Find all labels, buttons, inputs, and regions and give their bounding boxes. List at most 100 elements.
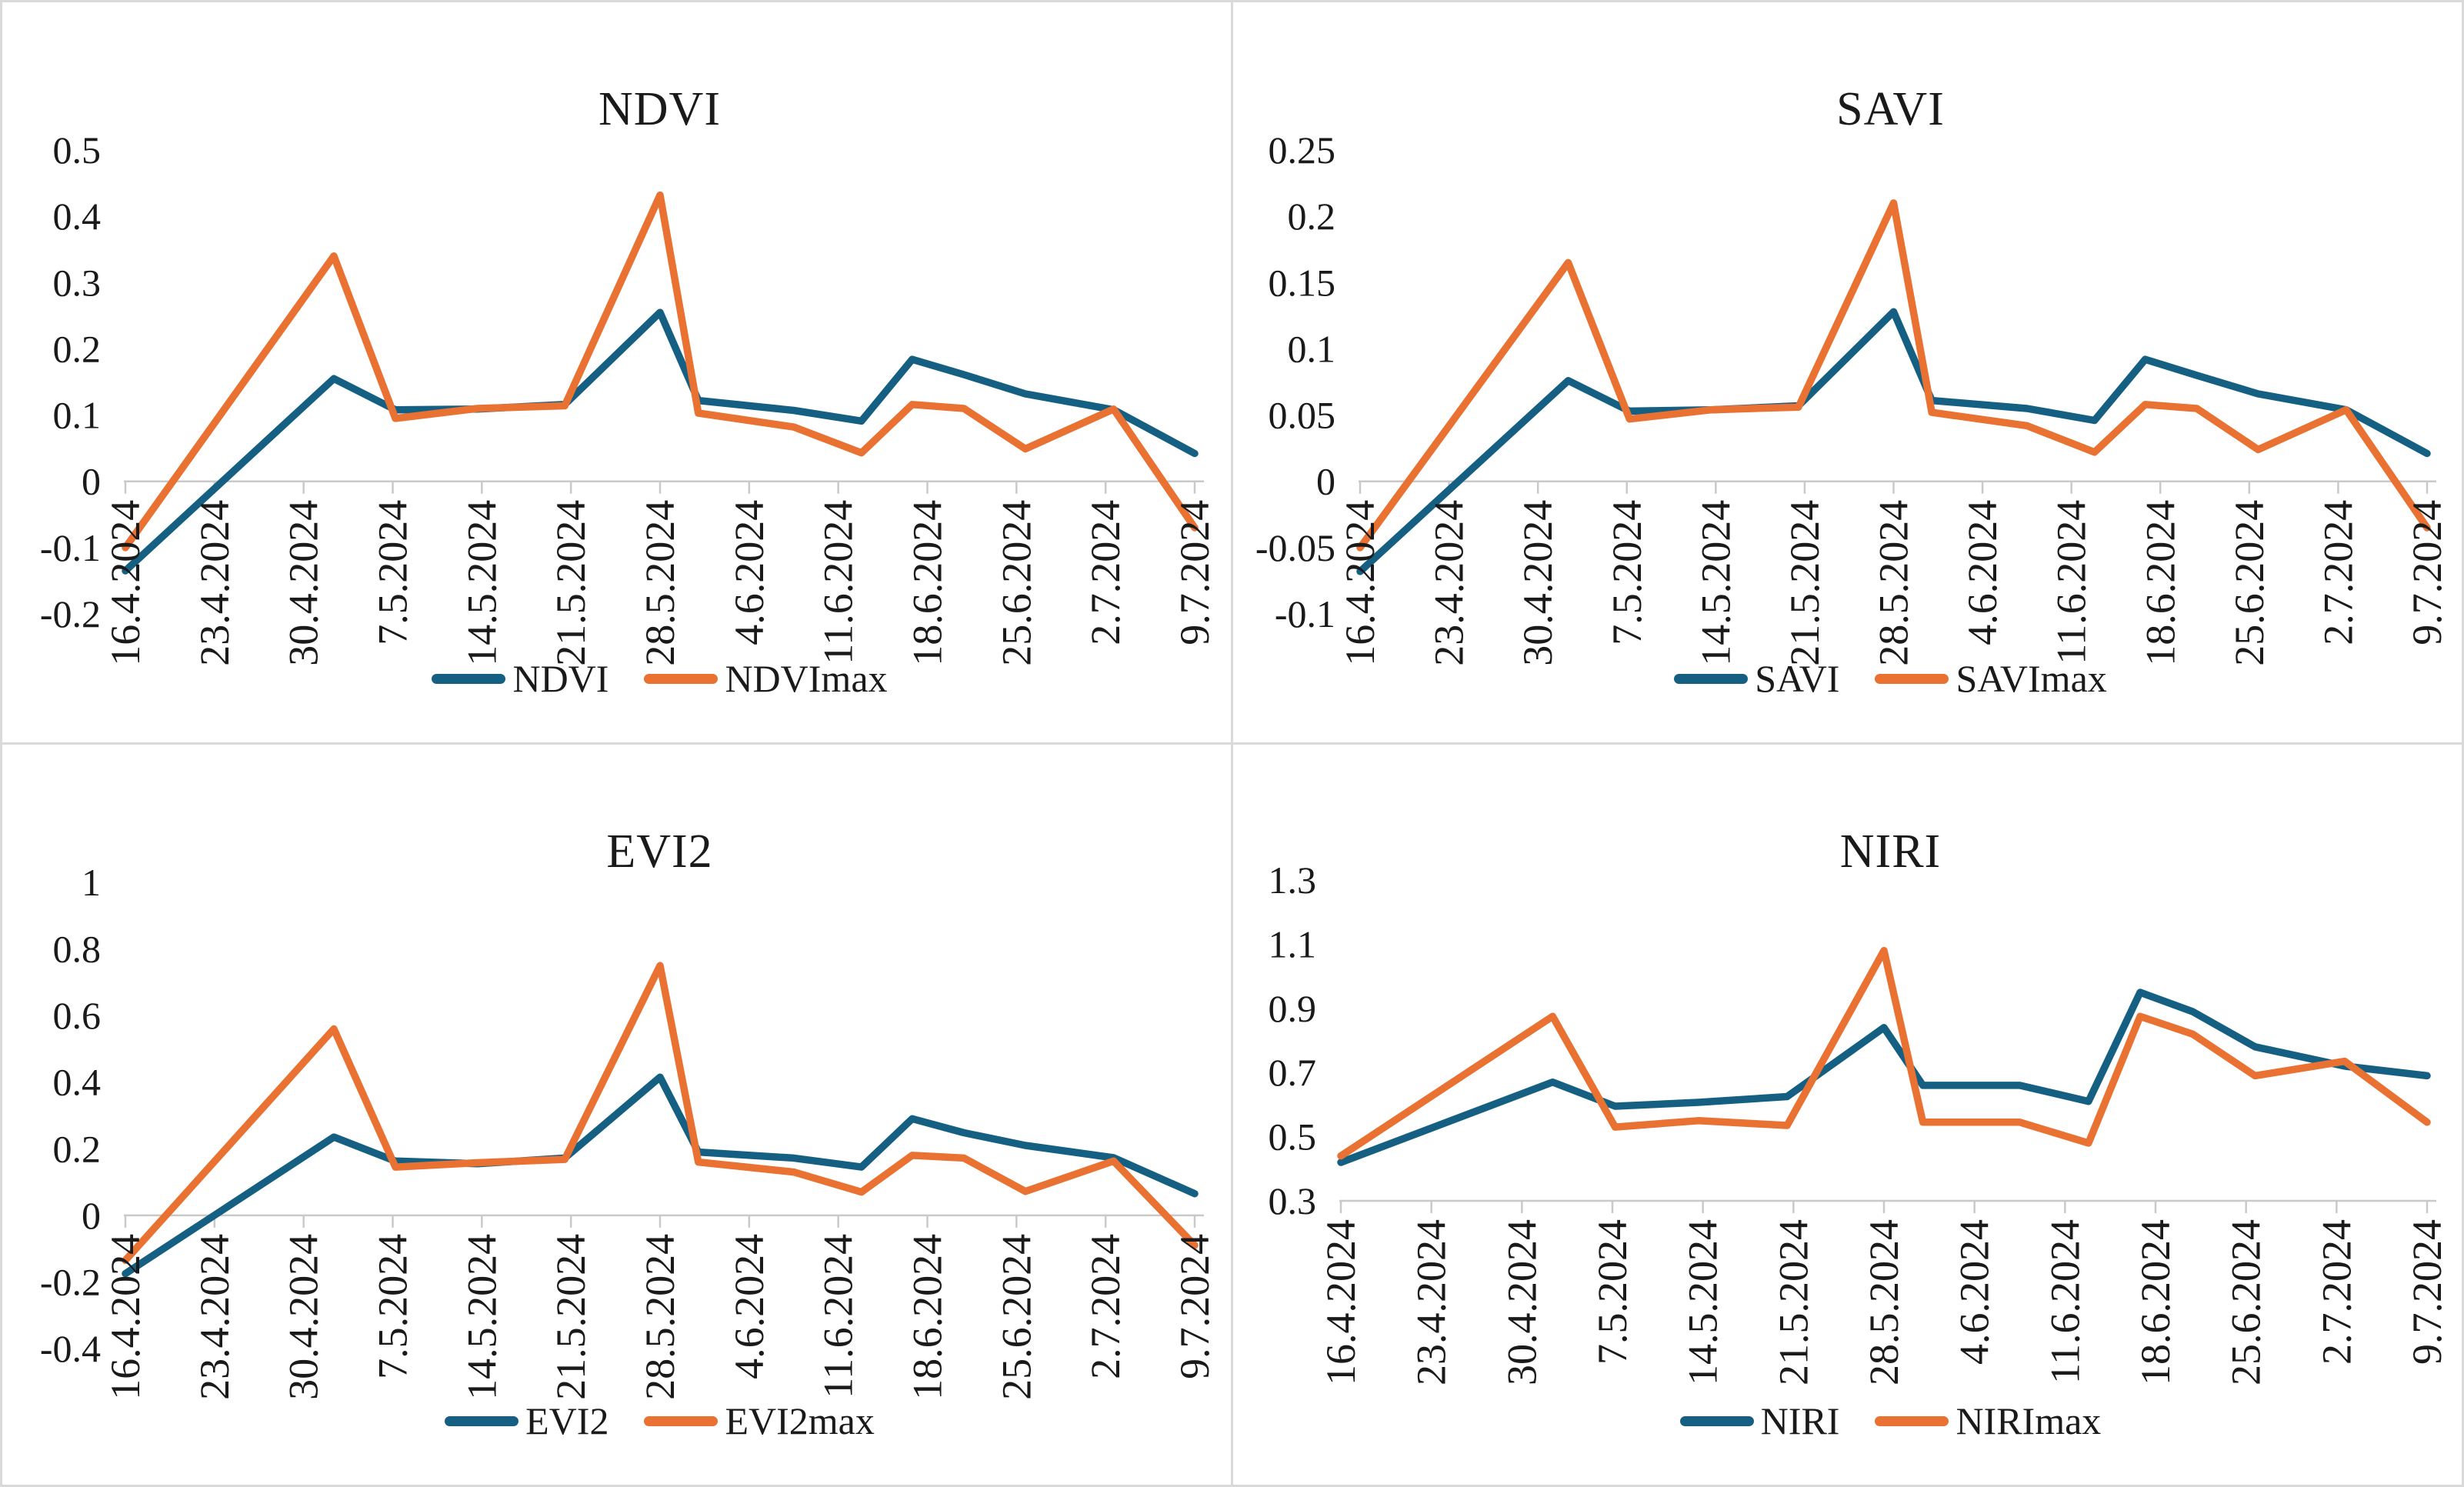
svg-text:0: 0	[82, 460, 101, 503]
svg-text:28.5.2024: 28.5.2024	[1871, 500, 1917, 666]
svg-text:0.6: 0.6	[53, 994, 102, 1037]
svg-text:18.6.2024: 18.6.2024	[2132, 1219, 2179, 1385]
svg-text:0: 0	[82, 1194, 101, 1237]
svg-text:11.6.2024: 11.6.2024	[2042, 1219, 2088, 1384]
niri-chart-canvas: 1.3 1.1 0.9 0.7 0.5 0.316.4.2024 23.4.2024 30.4…	[1269, 859, 2451, 1385]
legend-item: NIRI	[1679, 1399, 1840, 1443]
savimax-line-swatch	[1875, 673, 1949, 684]
chart-title-savi: SAVI	[1836, 83, 1945, 135]
svg-text:30.4.2024: 30.4.2024	[1499, 1219, 1545, 1385]
legend-item: EVI2max	[644, 1399, 875, 1443]
svg-text:16.4.2024: 16.4.2024	[102, 500, 148, 666]
svg-text:11.6.2024: 11.6.2024	[2049, 500, 2095, 665]
svg-text:1.1: 1.1	[1269, 922, 1317, 965]
legend-label: SAVImax	[1956, 657, 2107, 700]
svg-text:0.5: 0.5	[53, 128, 102, 172]
svg-text:-0.2: -0.2	[40, 1260, 101, 1303]
svg-text:4.6.2024: 4.6.2024	[1952, 1219, 1998, 1365]
svg-text:2.7.2024: 2.7.2024	[2313, 1219, 2359, 1365]
svg-text:21.5.2024: 21.5.2024	[548, 1234, 594, 1400]
svg-text:14.5.2024: 14.5.2024	[1692, 500, 1739, 666]
evi2-chart-canvas: 1 0.8 0.6 0.4 0.2 0 -0.2 -0.4 16.4.2024 23.4.2024…	[40, 861, 1218, 1400]
legend-item: NIRImax	[1875, 1399, 2101, 1443]
svg-text:25.6.2024: 25.6.2024	[2223, 1219, 2269, 1385]
svg-text:18.6.2024: 18.6.2024	[905, 500, 951, 666]
legend-savi: SAVI SAVImax	[1319, 656, 2462, 701]
legend-item: EVI2	[445, 1399, 608, 1443]
legend-label: NIRI	[1760, 1399, 1840, 1442]
svg-text:7.5.2024: 7.5.2024	[1589, 1219, 1635, 1365]
chart-title-niri: NIRI	[1839, 825, 1942, 878]
legend-item: SAVI	[1674, 656, 1839, 701]
svg-text:4.6.2024: 4.6.2024	[726, 500, 772, 645]
svg-text:28.5.2024: 28.5.2024	[1861, 1219, 1907, 1385]
svg-text:-0.05: -0.05	[1255, 526, 1335, 569]
svg-text:0.3: 0.3	[53, 261, 102, 304]
svg-text:0.2: 0.2	[1288, 195, 1336, 238]
svg-text:16.4.2024: 16.4.2024	[1337, 500, 1383, 666]
svg-text:23.4.2024: 23.4.2024	[192, 1234, 238, 1400]
chart-panel-niri: 1.3 1.1 0.9 0.7 0.5 0.3 16.4.2024 23.4.2024 30.4…	[1233, 745, 2462, 1485]
svg-text:0.1: 0.1	[1288, 327, 1336, 370]
svg-text:4.6.2024: 4.6.2024	[1959, 500, 2006, 645]
svg-text:14.5.2024: 14.5.2024	[458, 500, 505, 666]
svg-text:0.7: 0.7	[1269, 1051, 1317, 1094]
svg-text:2.7.2024: 2.7.2024	[2315, 500, 2361, 645]
svg-text:28.5.2024: 28.5.2024	[637, 1234, 683, 1400]
evi2-line-swatch	[445, 1415, 519, 1426]
svg-text:16.4.2024: 16.4.2024	[102, 1234, 148, 1400]
legend-evi2: EVI2 EVI2max	[88, 1399, 1231, 1443]
svg-text:0.9: 0.9	[1269, 987, 1317, 1030]
svg-text:1: 1	[82, 861, 101, 904]
svg-text:-0.1: -0.1	[40, 526, 101, 569]
svg-text:21.5.2024: 21.5.2024	[548, 500, 594, 666]
svg-text:30.4.2024: 30.4.2024	[281, 500, 327, 666]
svg-text:21.5.2024: 21.5.2024	[1770, 1219, 1816, 1385]
legend-item: NDVI	[432, 656, 608, 701]
legend-label: NDVImax	[725, 657, 888, 700]
svg-text:16.4.2024: 16.4.2024	[1318, 1219, 1364, 1385]
legend-label: SAVI	[1755, 657, 1840, 700]
svg-text:30.4.2024: 30.4.2024	[281, 1234, 327, 1400]
svg-text:18.6.2024: 18.6.2024	[2137, 500, 2183, 666]
ndvi-chart-canvas: 0.5 0.4 0.3 0.2 0.1 0 -0.1 -0.2 16.4.2024 23.4.20…	[40, 128, 1218, 666]
legend-ndvi: NDVI NDVImax	[88, 656, 1231, 701]
legend-label: EVI2	[525, 1399, 609, 1442]
svg-text:0.25: 0.25	[1269, 128, 1336, 172]
chart-panel-evi2: 1 0.8 0.6 0.4 0.2 0 -0.2 -0.4 16.4.2024 23.4.2024…	[2, 745, 1231, 1485]
svg-text:25.6.2024: 25.6.2024	[2226, 500, 2272, 666]
legend-label: EVI2max	[725, 1399, 875, 1442]
svg-text:11.6.2024: 11.6.2024	[815, 1234, 862, 1399]
svg-text:-0.4: -0.4	[40, 1327, 101, 1370]
svg-text:1.3: 1.3	[1269, 859, 1317, 902]
chart-panel-savi: 0.25 0.2 0.15 0.1 0.05 0 -0.05 -0.1 16.4.2024 23.…	[1233, 2, 2462, 742]
svg-text:0.2: 0.2	[53, 327, 102, 370]
svg-text:7.5.2024: 7.5.2024	[370, 1234, 416, 1379]
svg-text:0.4: 0.4	[53, 1061, 102, 1104]
legend-label: NIRImax	[1956, 1399, 2102, 1442]
legend-niri: NIRI NIRImax	[1319, 1399, 2462, 1443]
chart-title-evi2: EVI2	[606, 825, 713, 878]
svg-text:7.5.2024: 7.5.2024	[1604, 500, 1650, 645]
svg-text:9.7.2024: 9.7.2024	[2404, 1219, 2450, 1365]
savi-chart-canvas: 0.25 0.2 0.15 0.1 0.05 0 -0.05 -0.1 16.4.2024 23.…	[1255, 128, 2450, 666]
svg-text:23.4.2024: 23.4.2024	[1409, 1219, 1455, 1385]
legend-label: NDVI	[512, 657, 609, 700]
svg-text:2.7.2024: 2.7.2024	[1082, 1234, 1129, 1379]
savi-line-swatch	[1674, 673, 1749, 684]
ndvi-line-swatch	[432, 673, 506, 684]
svg-text:30.4.2024: 30.4.2024	[1515, 500, 1561, 666]
svg-text:0.1: 0.1	[53, 394, 102, 437]
legend-item: SAVImax	[1875, 656, 2107, 701]
ndvimax-line-swatch	[644, 673, 719, 684]
svg-text:9.7.2024: 9.7.2024	[2404, 500, 2450, 645]
svg-text:25.6.2024: 25.6.2024	[993, 500, 1039, 666]
svg-text:14.5.2024: 14.5.2024	[458, 1234, 505, 1400]
nirimax-line-swatch	[1875, 1415, 1949, 1426]
svg-text:23.4.2024: 23.4.2024	[192, 500, 238, 666]
svg-text:-0.2: -0.2	[40, 592, 101, 635]
svg-text:0.8: 0.8	[53, 928, 102, 971]
svg-text:0: 0	[1316, 460, 1335, 503]
svg-text:28.5.2024: 28.5.2024	[637, 500, 683, 666]
